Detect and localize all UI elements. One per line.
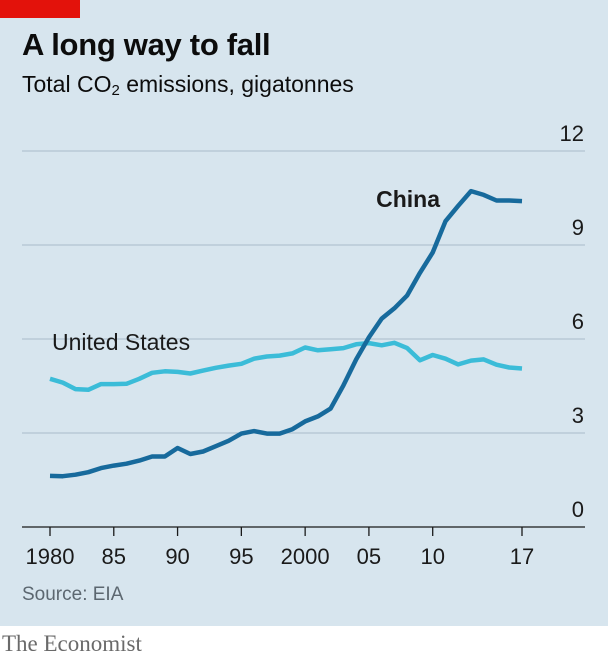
x-tick-label-1995: 95 (229, 544, 253, 569)
subtitle-rest: emissions, gigatonnes (119, 71, 354, 97)
chart-panel (0, 0, 608, 626)
x-tick-label-2017: 17 (510, 544, 534, 569)
x-tick-label-1980: 1980 (26, 544, 75, 569)
source-note: Source: EIA (22, 584, 124, 605)
series-label-united-states: United States (52, 329, 190, 355)
brand-tag (0, 0, 80, 18)
y-tick-label-0: 0 (572, 497, 584, 522)
x-tick-label-1990: 90 (165, 544, 189, 569)
y-tick-label-3: 3 (572, 403, 584, 428)
x-tick-label-2010: 10 (420, 544, 444, 569)
brand-wordmark: The Economist (2, 631, 142, 656)
series-label-china: China (376, 186, 440, 212)
x-tick-label-2000: 2000 (281, 544, 330, 569)
subtitle-main: Total CO (22, 71, 112, 97)
line-chart: 0 3 6 9 12 1980 85 90 95 2000 05 10 17 United States C… (22, 121, 585, 569)
x-tick-label-2005: 05 (357, 544, 381, 569)
subtitle-subscript: 2 (111, 82, 120, 99)
chart-subtitle: Total CO2 emissions, gigatonnes (22, 71, 354, 99)
united-states-line (49, 340, 523, 393)
y-tick-label-12: 12 (560, 121, 584, 146)
chart-title: A long way to fall (22, 27, 271, 62)
china-line (49, 188, 523, 479)
y-tick-label-9: 9 (572, 215, 584, 240)
x-tick-label-1985: 85 (102, 544, 126, 569)
y-tick-label-6: 6 (572, 309, 584, 334)
